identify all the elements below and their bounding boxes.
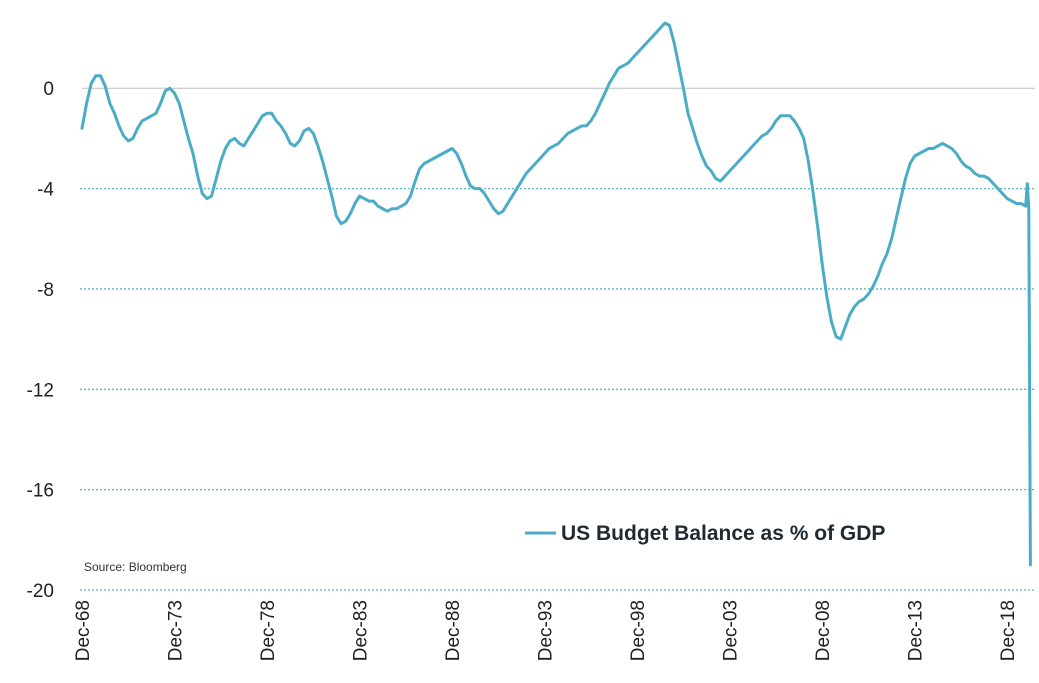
source-note: Source: Bloomberg [84, 560, 187, 574]
y-tick-label: 0 [43, 79, 54, 100]
x-tick-label: Dec-68 [73, 600, 94, 661]
x-tick-label: Dec-83 [351, 600, 372, 661]
grid-layer [80, 187, 1035, 591]
x-tick-label: Dec-18 [998, 600, 1019, 661]
x-tick-label: Dec-88 [443, 600, 464, 661]
x-tick-label: Dec-93 [536, 600, 557, 661]
y-tick-label: -20 [27, 581, 54, 602]
y-tick-label: -4 [37, 180, 54, 201]
y-tick-label: -16 [27, 481, 54, 502]
y-tick-label: -8 [37, 280, 54, 301]
x-tick-label: Dec-73 [166, 600, 187, 661]
x-tick-label: Dec-13 [906, 600, 927, 661]
x-tick-label: Dec-98 [628, 600, 649, 661]
y-axis-tick-labels: 0 -4 -8 -12 -16 -20 [27, 79, 55, 602]
legend: US Budget Balance as % of GDP [525, 522, 885, 545]
x-tick-label: Dec-08 [813, 600, 834, 661]
x-axis-tick-labels: Dec-68 Dec-73 Dec-78 Dec-83 Dec-88 Dec-93 Dec-… [73, 600, 1019, 661]
series-line-us-budget-balance [80, 21, 1032, 567]
x-tick-label: Dec-78 [258, 600, 279, 661]
y-tick-label: -12 [27, 380, 54, 401]
legend-label: US Budget Balance as % of GDP [561, 522, 885, 545]
x-tick-label: Dec-03 [721, 600, 742, 661]
